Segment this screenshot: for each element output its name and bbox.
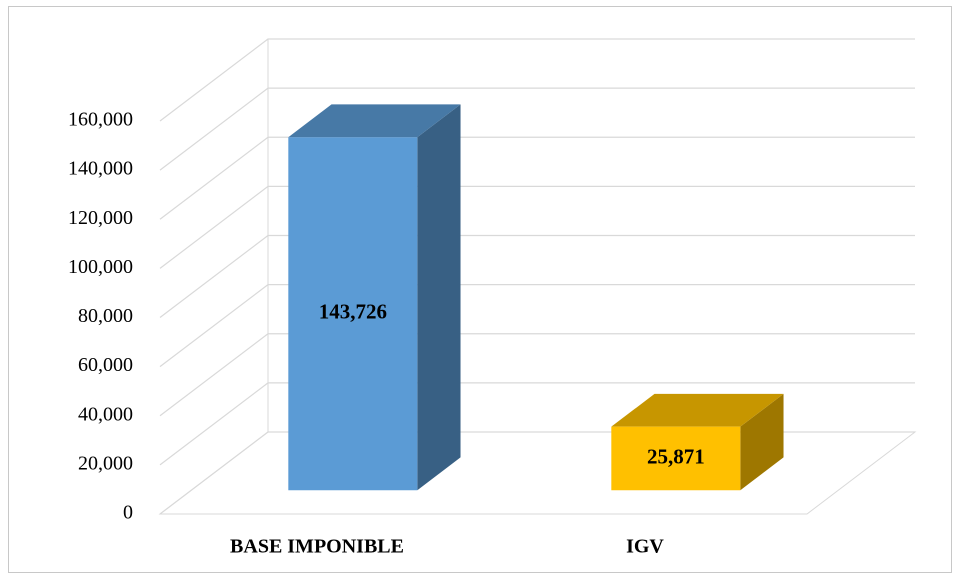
value-label: 25,871 (647, 444, 705, 468)
y-tick-label: 160,000 (68, 109, 133, 131)
chart-frame (8, 6, 952, 573)
x-tick-label: IGV (626, 536, 664, 558)
y-tick-label: 80,000 (78, 305, 133, 327)
bar-top (611, 393, 784, 427)
bar (288, 137, 418, 491)
y-tick-label: 60,000 (78, 354, 133, 376)
y-tick-label: 140,000 (68, 158, 133, 180)
bar-top (288, 104, 461, 138)
bar-side (417, 104, 461, 491)
bar-side (740, 393, 784, 491)
labels: 0 20,000 40,000 60,000 80,000 100,000 120,000 1… (68, 109, 705, 558)
y-tick-label: 120,000 (68, 207, 133, 229)
grid (158, 38, 917, 515)
bar (611, 426, 741, 491)
y-tick-label: 0 (123, 502, 133, 524)
y-tick-label: 100,000 (68, 256, 133, 278)
y-tick-label: 40,000 (78, 403, 133, 425)
y-tick-label: 20,000 (78, 452, 133, 474)
value-label: 143,726 (319, 300, 387, 324)
x-tick-label: BASE IMPONIBLE (230, 536, 404, 558)
bars (288, 104, 784, 491)
